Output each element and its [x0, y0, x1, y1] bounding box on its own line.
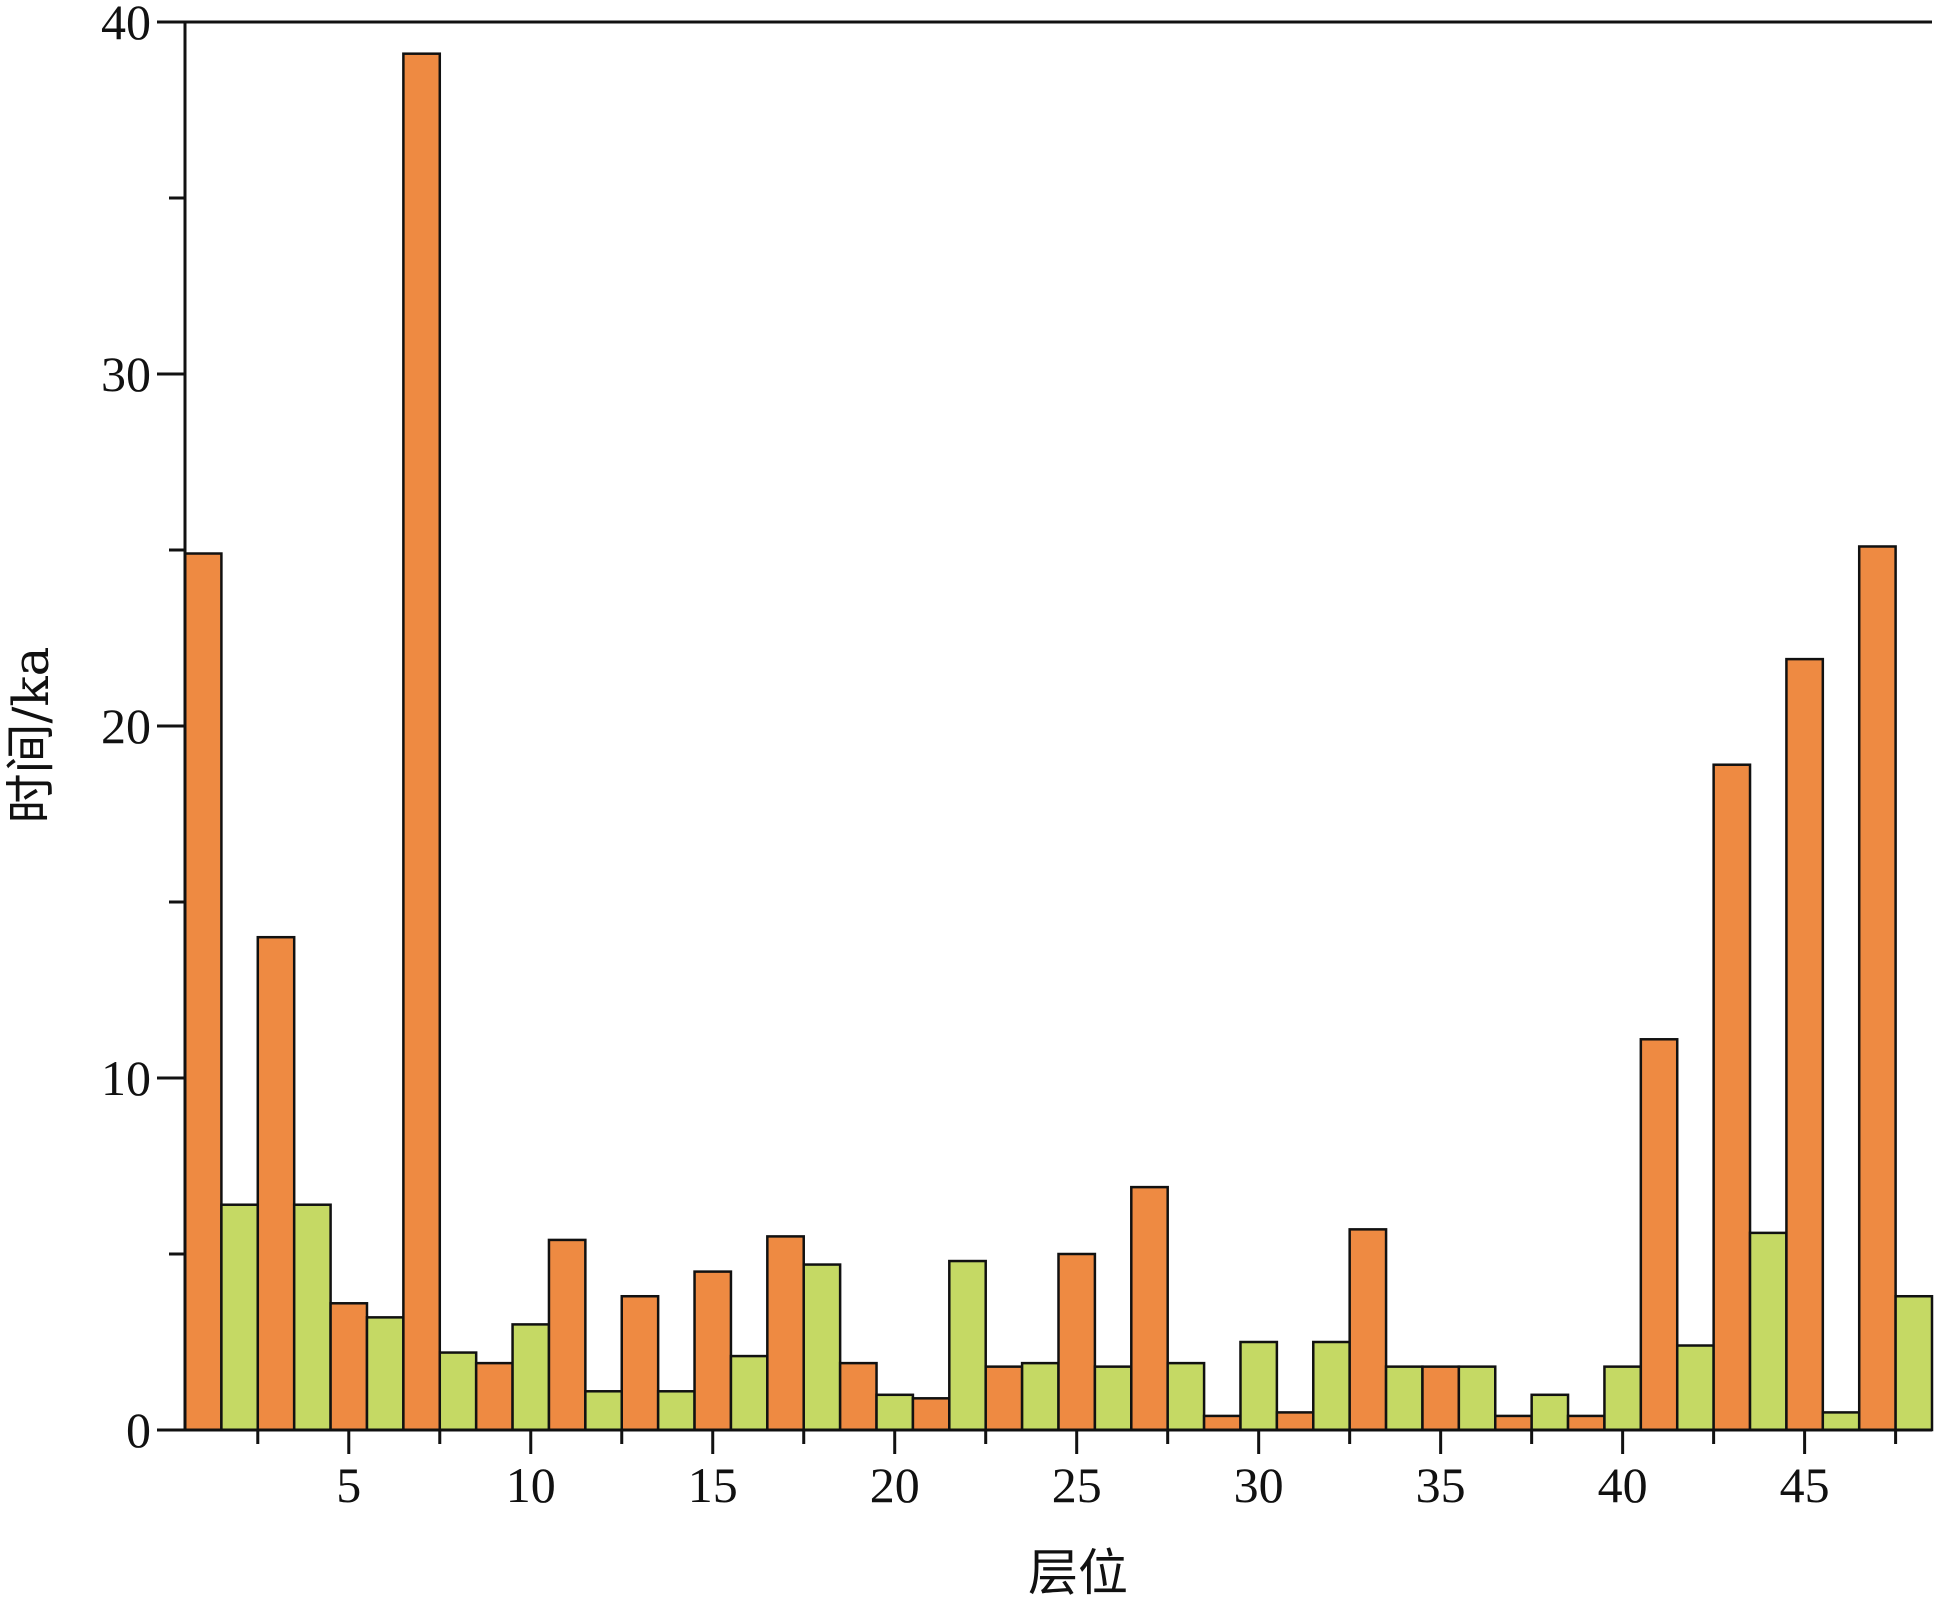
bar-31 — [1275, 1411, 1315, 1432]
bar-16 — [729, 1354, 769, 1432]
bar-36 — [1457, 1365, 1497, 1432]
y-tick-label-40: 40 — [101, 0, 151, 50]
bar-30 — [1239, 1340, 1279, 1432]
bar-47 — [1857, 545, 1897, 1432]
bar-5 — [329, 1302, 369, 1432]
y-tick-label-10: 10 — [101, 1050, 151, 1106]
bar-2 — [220, 1203, 260, 1432]
bar-42 — [1675, 1344, 1715, 1432]
bar-40 — [1603, 1365, 1643, 1432]
bar-19 — [838, 1361, 878, 1432]
bar-4 — [292, 1203, 332, 1432]
bar-26 — [1093, 1365, 1133, 1432]
x-tick-label-45: 45 — [1780, 1457, 1830, 1513]
bar-43 — [1712, 763, 1752, 1432]
bar-10 — [511, 1323, 551, 1432]
x-tick-label-15: 15 — [688, 1457, 738, 1513]
bar-21 — [911, 1397, 951, 1432]
x-tick-label-10: 10 — [506, 1457, 556, 1513]
bar-8 — [438, 1351, 478, 1432]
bar-25 — [1057, 1252, 1097, 1432]
bar-35 — [1421, 1365, 1461, 1432]
x-tick-label-35: 35 — [1416, 1457, 1466, 1513]
bar-29 — [1202, 1414, 1242, 1432]
bar-44 — [1748, 1231, 1788, 1432]
bar-33 — [1348, 1228, 1388, 1432]
bar-18 — [802, 1263, 842, 1432]
bar-3 — [256, 935, 296, 1432]
x-tick-label-40: 40 — [1598, 1457, 1648, 1513]
bar-39 — [1566, 1414, 1606, 1432]
bars-layer — [183, 52, 1934, 1432]
x-axis-title: 层位 — [1028, 1544, 1128, 1602]
bar-13 — [620, 1294, 660, 1432]
bar-23 — [984, 1365, 1024, 1432]
bar-17 — [766, 1235, 805, 1432]
y-tick-label-0: 0 — [126, 1402, 151, 1458]
x-tick-label-20: 20 — [870, 1457, 920, 1513]
x-tick-label-30: 30 — [1234, 1457, 1284, 1513]
bar-45 — [1785, 657, 1825, 1432]
bar-24 — [1020, 1361, 1060, 1432]
bar-41 — [1639, 1038, 1679, 1432]
bar-1 — [183, 552, 223, 1432]
bar-46 — [1821, 1411, 1861, 1432]
bar-28 — [1166, 1361, 1206, 1432]
labels-layer: 0 10 20 30 40 5 10 15 20 25 30 35 40 45 — [101, 0, 1830, 1513]
bar-34 — [1384, 1365, 1424, 1432]
y-tick-label-30: 30 — [101, 346, 151, 402]
bar-14 — [656, 1390, 696, 1432]
bar-48 — [1894, 1294, 1934, 1432]
bar-22 — [948, 1259, 987, 1432]
bar-27 — [1130, 1185, 1169, 1432]
ticks-layer — [157, 20, 1898, 1454]
bar-9 — [474, 1361, 514, 1432]
bar-32 — [1312, 1340, 1351, 1432]
bar-38 — [1530, 1393, 1570, 1432]
bar-12 — [584, 1390, 623, 1432]
bar-7 — [402, 52, 442, 1432]
bar-11 — [547, 1238, 587, 1432]
bar-37 — [1494, 1414, 1533, 1432]
y-tick-label-20: 20 — [101, 698, 151, 754]
x-tick-label-5: 5 — [336, 1457, 361, 1513]
bar-15 — [693, 1270, 733, 1432]
bar-20 — [875, 1393, 915, 1432]
y-axis-title: 时间/ka — [2, 647, 60, 824]
x-tick-label-25: 25 — [1052, 1457, 1102, 1513]
bar-6 — [365, 1316, 405, 1432]
